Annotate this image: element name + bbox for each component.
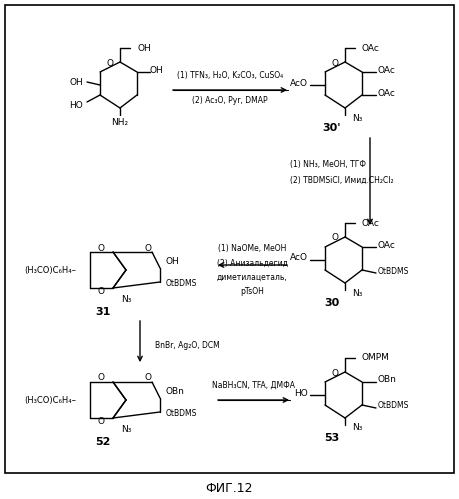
Text: NH₂: NH₂	[112, 117, 129, 127]
Text: N₃: N₃	[352, 424, 362, 433]
Text: 30: 30	[325, 298, 340, 308]
Text: (1) TFN₃, H₂O, K₂CO₃, CuSO₄: (1) TFN₃, H₂O, K₂CO₃, CuSO₄	[177, 70, 283, 79]
Text: OAc: OAc	[378, 65, 396, 74]
Text: OH: OH	[137, 43, 151, 52]
Text: O: O	[331, 368, 338, 378]
Text: O: O	[331, 234, 338, 243]
Text: O: O	[97, 418, 105, 427]
Text: OAc: OAc	[378, 241, 396, 250]
Text: AcO: AcO	[290, 253, 308, 262]
Text: O: O	[145, 244, 151, 252]
Text: AcO: AcO	[290, 78, 308, 87]
Text: OtBDMS: OtBDMS	[166, 410, 197, 419]
Text: (1) NaOMe, MeOH: (1) NaOMe, MeOH	[218, 244, 286, 252]
Text: (2) TBDMSiCl, Имид.CH₂Cl₂: (2) TBDMSiCl, Имид.CH₂Cl₂	[290, 176, 394, 185]
Text: 52: 52	[95, 437, 111, 447]
Text: O: O	[106, 58, 113, 67]
Text: OtBDMS: OtBDMS	[166, 279, 197, 288]
Text: (2) Ac₃O, Pyr, DMAP: (2) Ac₃O, Pyr, DMAP	[192, 95, 268, 104]
Text: ФИГ.12: ФИГ.12	[205, 482, 253, 495]
Text: 53: 53	[325, 433, 340, 443]
Text: pTsOH: pTsOH	[240, 286, 264, 295]
Text: N₃: N₃	[121, 426, 131, 435]
Text: OAc: OAc	[362, 219, 380, 228]
Text: (2) Анизальдегид: (2) Анизальдегид	[217, 258, 287, 267]
Text: N₃: N₃	[352, 113, 362, 122]
Text: OBn: OBn	[166, 388, 185, 397]
Text: (H₃CO)C₆H₄–: (H₃CO)C₆H₄–	[24, 396, 76, 405]
Text: 31: 31	[95, 307, 111, 317]
Text: OtBDMS: OtBDMS	[378, 402, 409, 411]
Text: (1) NH₃, MeOH, ТГФ: (1) NH₃, MeOH, ТГФ	[290, 161, 366, 170]
Text: N₃: N₃	[121, 295, 131, 304]
Text: O: O	[97, 373, 105, 383]
Text: HO: HO	[294, 389, 308, 398]
Text: BnBr, Ag₂O, DCM: BnBr, Ag₂O, DCM	[155, 340, 220, 349]
Text: O: O	[145, 373, 151, 383]
Text: OAc: OAc	[362, 43, 380, 52]
Text: OMPM: OMPM	[362, 353, 390, 362]
Text: O: O	[97, 244, 105, 252]
Text: диметилацеталь,: диметилацеталь,	[217, 272, 287, 281]
Text: OH: OH	[166, 257, 180, 266]
Text: OH: OH	[69, 77, 83, 86]
Text: OBn: OBn	[378, 376, 397, 385]
Text: O: O	[97, 287, 105, 296]
Text: OtBDMS: OtBDMS	[378, 266, 409, 275]
Text: (H₃CO)C₆H₄–: (H₃CO)C₆H₄–	[24, 265, 76, 274]
Text: OH: OH	[150, 65, 164, 74]
Text: OAc: OAc	[378, 88, 396, 97]
Text: 30': 30'	[323, 123, 341, 133]
Text: HO: HO	[69, 100, 83, 109]
Text: N₃: N₃	[352, 288, 362, 297]
Text: NaBH₃CN, TFA, ДМФА: NaBH₃CN, TFA, ДМФА	[213, 381, 296, 390]
Text: O: O	[331, 58, 338, 67]
